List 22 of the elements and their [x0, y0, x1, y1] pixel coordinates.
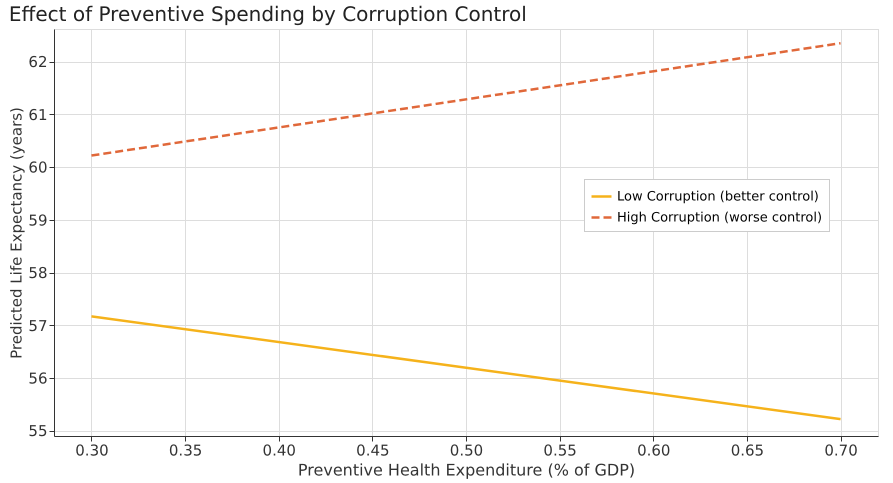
x-tick-label: 0.65	[730, 442, 764, 460]
x-axis-title: Preventive Health Expenditure (% of GDP)	[298, 460, 636, 480]
x-tick-label: 0.55	[543, 442, 577, 460]
x-tick-label: 0.70	[824, 442, 858, 460]
x-tick-label: 0.60	[637, 442, 670, 460]
x-tick-label: 0.50	[450, 442, 484, 460]
y-tick-label: 62	[28, 53, 48, 72]
y-tick-label: 56	[28, 370, 48, 388]
legend-label: High Corruption (worse control)	[617, 210, 822, 226]
x-tick-label: 0.35	[168, 442, 202, 460]
legend-label: Low Corruption (better control)	[617, 190, 819, 204]
chart-title: Effect of Preventive Spending by Corruption Control	[8, 2, 527, 26]
x-tick-label: 0.40	[262, 442, 296, 460]
y-tick-label: 55	[28, 422, 48, 440]
x-tick-label: 0.30	[75, 442, 109, 460]
y-tick-label: 59	[28, 211, 48, 230]
y-tick-label: 61	[28, 106, 48, 124]
y-tick-label: 60	[28, 158, 48, 177]
y-axis-title: Predicted Life Expectancy (years)	[7, 107, 26, 359]
y-tick-label: 58	[28, 264, 48, 282]
y-tick-label: 57	[28, 316, 48, 335]
x-tick-label: 0.45	[356, 442, 390, 460]
